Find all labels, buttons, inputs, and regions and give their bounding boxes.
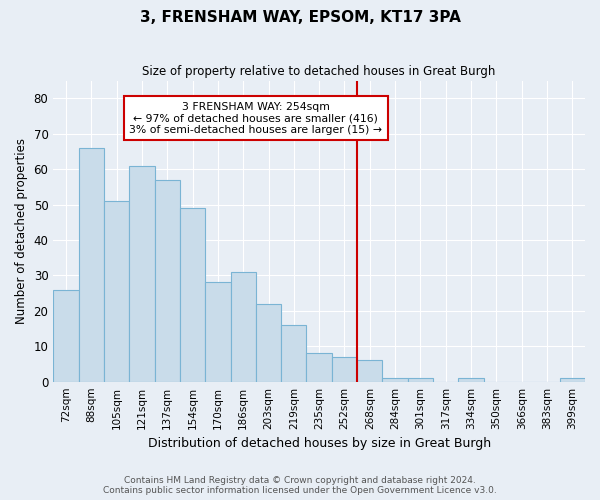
Title: Size of property relative to detached houses in Great Burgh: Size of property relative to detached ho… bbox=[142, 65, 496, 78]
Bar bbox=[560, 378, 585, 382]
Bar bbox=[357, 360, 382, 382]
Bar bbox=[408, 378, 433, 382]
Bar bbox=[458, 378, 484, 382]
Bar bbox=[180, 208, 205, 382]
Bar bbox=[382, 378, 408, 382]
Bar bbox=[256, 304, 281, 382]
Bar bbox=[281, 325, 307, 382]
Bar bbox=[155, 180, 180, 382]
Bar bbox=[79, 148, 104, 382]
Text: 3 FRENSHAM WAY: 254sqm
← 97% of detached houses are smaller (416)
3% of semi-det: 3 FRENSHAM WAY: 254sqm ← 97% of detached… bbox=[130, 102, 382, 135]
Bar bbox=[129, 166, 155, 382]
X-axis label: Distribution of detached houses by size in Great Burgh: Distribution of detached houses by size … bbox=[148, 437, 491, 450]
Text: 3, FRENSHAM WAY, EPSOM, KT17 3PA: 3, FRENSHAM WAY, EPSOM, KT17 3PA bbox=[140, 10, 460, 25]
Bar bbox=[230, 272, 256, 382]
Bar bbox=[332, 357, 357, 382]
Y-axis label: Number of detached properties: Number of detached properties bbox=[15, 138, 28, 324]
Text: Contains HM Land Registry data © Crown copyright and database right 2024.
Contai: Contains HM Land Registry data © Crown c… bbox=[103, 476, 497, 495]
Bar bbox=[307, 354, 332, 382]
Bar bbox=[53, 290, 79, 382]
Bar bbox=[205, 282, 230, 382]
Bar bbox=[104, 201, 129, 382]
